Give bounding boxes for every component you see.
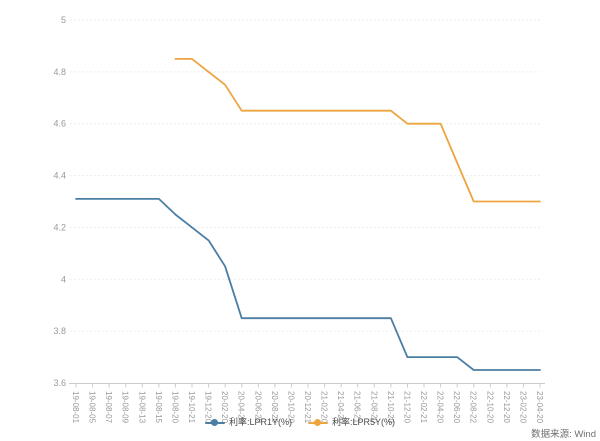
y-axis-tick-label: 5 (61, 15, 66, 25)
legend-item-lpr1y[interactable]: 利率:LPR1Y(%) (204, 417, 292, 427)
x-axis-tick-label: 22-06-20 (452, 391, 461, 424)
lpr1y-series-marker-icon (204, 418, 225, 427)
x-axis-tick-label: 19-10-21 (187, 391, 196, 424)
y-axis-tick-label: 3.6 (53, 378, 66, 388)
x-axis-tick-label: 19-12-20 (204, 391, 213, 424)
x-axis-tick-label: 19-08-13 (137, 391, 146, 424)
y-axis-tick-label: 4.4 (53, 171, 66, 181)
x-axis-tick-label: 22-12-20 (502, 391, 511, 424)
x-axis-tick-label: 19-08-15 (154, 391, 163, 424)
x-axis-tick-label: 19-08-09 (121, 391, 130, 424)
x-axis-tick-label: 23-02-20 (518, 391, 527, 424)
x-axis-tick-label: 20-02-20 (220, 391, 229, 424)
x-axis-tick-label: 21-04-20 (336, 391, 345, 424)
data-source-label: 数据来源: Wind (531, 429, 596, 440)
chart-legend: 利率:LPR1Y(%) 利率:LPR5Y(%) (0, 418, 600, 427)
x-axis-tick-label: 19-08-05 (88, 391, 97, 424)
x-axis-tick-label: 21-12-20 (402, 391, 411, 424)
x-axis-tick-label: 22-08-22 (469, 391, 478, 424)
legend-item-lpr5y[interactable]: 利率:LPR5Y(%) (308, 418, 395, 427)
y-axis-tick-label: 3.8 (53, 326, 66, 336)
x-axis-tick-label: 20-06-22 (253, 391, 262, 424)
x-axis-tick-label: 19-08-07 (104, 391, 113, 424)
x-axis-tick-label: 19-08-01 (71, 391, 80, 424)
x-axis-tick-label: 22-10-20 (485, 391, 494, 424)
y-axis-tick-label: 4 (61, 274, 66, 284)
y-axis-tick-label: 4.6 (53, 119, 66, 129)
x-axis-tick-label: 20-04-20 (237, 391, 246, 424)
x-axis-tick-label: 20-12-21 (303, 391, 312, 424)
x-axis-tick-label: 20-10-20 (286, 391, 295, 424)
x-axis-tick-label: 22-02-21 (419, 391, 428, 424)
y-axis-tick-label: 4.2 (53, 222, 66, 232)
x-axis-tick-label: 19-08-20 (170, 391, 179, 424)
legend-item-label: 利率:LPR1Y(%) (228, 417, 292, 427)
x-axis-tick-label: 20-08-20 (270, 391, 279, 424)
x-axis-tick-label: 21-10-20 (386, 391, 395, 424)
x-axis-tick-label: 22-04-20 (436, 391, 445, 424)
lpr5y-series-marker-icon (308, 418, 328, 427)
legend-item-label: 利率:LPR5Y(%) (332, 417, 396, 427)
x-axis-tick-label: 23-04-20 (535, 391, 544, 424)
x-axis-tick-label: 21-08-20 (369, 391, 378, 424)
lpr5y-series-line (174, 58, 541, 203)
y-axis-tick-label: 4.8 (53, 67, 66, 77)
x-axis-tick-label: 21-02-20 (320, 391, 329, 424)
x-axis-tick-label: 21-06-21 (353, 391, 362, 424)
lpr1y-series-line (75, 198, 541, 371)
